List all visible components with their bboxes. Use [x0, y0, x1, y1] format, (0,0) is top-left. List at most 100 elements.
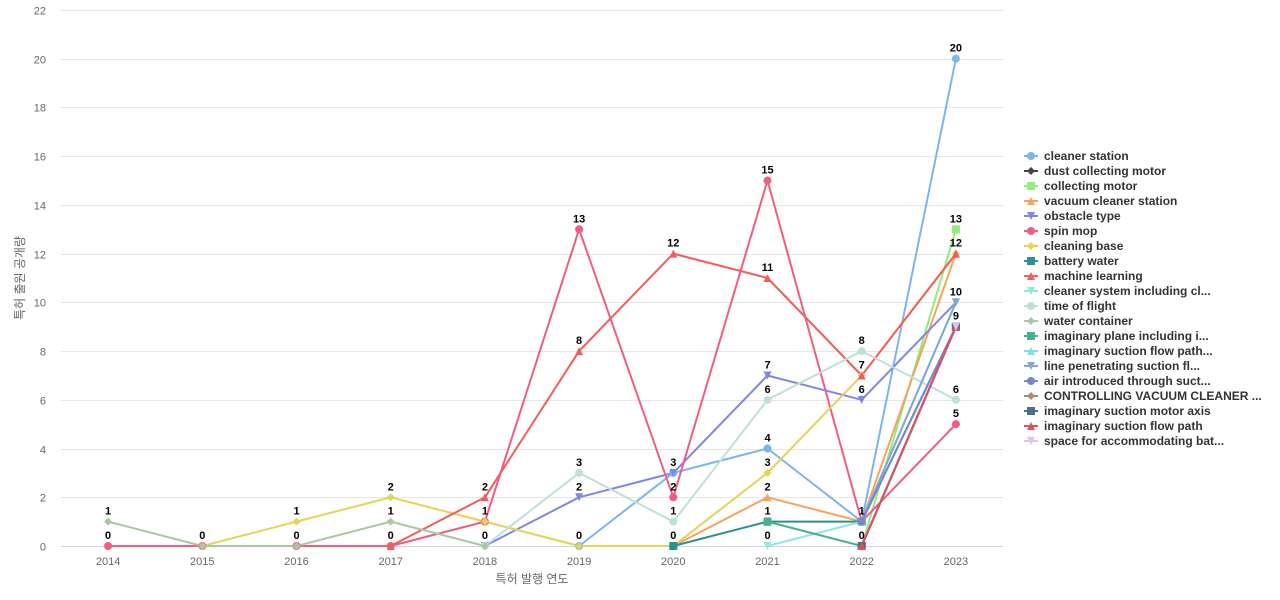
- legend-label: cleaning base: [1044, 239, 1124, 253]
- data-label: 0: [576, 530, 582, 542]
- legend-item[interactable]: imaginary suction motor axis: [1024, 404, 1211, 418]
- y-tick-label: 16: [34, 152, 46, 164]
- series-marker: [857, 371, 866, 380]
- series-marker: [292, 517, 301, 526]
- legend-label: cleaner system including cl...: [1044, 284, 1211, 298]
- y-tick-label: 8: [40, 347, 46, 359]
- legend-item[interactable]: time of flight: [1024, 299, 1116, 313]
- legend-item[interactable]: spin mop: [1024, 224, 1097, 238]
- legend-marker: [1027, 437, 1035, 445]
- series-line: [484, 301, 957, 547]
- legend-label: imaginary plane including i...: [1044, 329, 1209, 343]
- legend-label: obstacle type: [1044, 209, 1121, 223]
- legend-marker: [1027, 407, 1035, 415]
- y-tick-label: 0: [40, 542, 46, 554]
- x-tick-label: 2020: [661, 556, 685, 568]
- data-label: 0: [670, 530, 676, 542]
- y-tick-label: 12: [34, 250, 46, 262]
- series-marker: [951, 249, 960, 258]
- x-tick-label: 2022: [849, 556, 873, 568]
- series-marker: [104, 517, 113, 526]
- series-marker: [763, 517, 772, 526]
- data-label: 15: [761, 165, 773, 177]
- legend-label: spin mop: [1044, 224, 1097, 238]
- legend-item[interactable]: machine learning: [1024, 269, 1143, 283]
- legend-marker: [1027, 317, 1035, 325]
- data-label: 1: [293, 506, 299, 518]
- series-marker: [857, 542, 866, 550]
- data-label: 0: [859, 530, 865, 542]
- series-marker: [669, 468, 678, 477]
- x-tick-label: 2019: [567, 556, 591, 568]
- data-label: 3: [764, 457, 770, 469]
- legend-marker: [1027, 287, 1035, 295]
- data-label: 10: [950, 286, 962, 298]
- series-markers: [104, 54, 960, 550]
- series-line: [860, 326, 957, 547]
- series-marker: [480, 517, 489, 526]
- data-label: 1: [670, 506, 676, 518]
- series-marker: [857, 517, 866, 526]
- data-label: 13: [950, 213, 962, 225]
- legend-item[interactable]: battery water: [1024, 254, 1119, 268]
- legend-label: collecting motor: [1044, 179, 1138, 193]
- legend-marker: [1027, 332, 1035, 340]
- data-label: 11: [762, 262, 774, 274]
- data-label: 2: [388, 481, 394, 493]
- legend-item[interactable]: vacuum cleaner station: [1024, 194, 1177, 208]
- legend-item[interactable]: cleaning base: [1024, 239, 1124, 253]
- series-marker: [575, 493, 584, 502]
- series-marker: [480, 493, 489, 502]
- legend-item[interactable]: imaginary suction flow path...: [1024, 344, 1213, 358]
- legend-item[interactable]: cleaner system including cl...: [1024, 284, 1211, 298]
- data-label: 13: [573, 213, 585, 225]
- y-axis-title: 특허 출원 공개량: [13, 236, 27, 320]
- legend-label: water container: [1043, 314, 1133, 328]
- series-marker: [857, 395, 866, 404]
- x-tick-label: 2021: [755, 556, 779, 568]
- series-marker: [104, 542, 113, 550]
- series-line: [108, 179, 957, 547]
- legend-marker: [1027, 167, 1035, 175]
- data-label: 2: [670, 481, 676, 493]
- legend-marker: [1027, 302, 1035, 310]
- data-label: 0: [105, 530, 111, 542]
- y-tick-label: 14: [34, 201, 46, 213]
- legend-marker: [1027, 377, 1035, 385]
- x-tick-label: 2023: [944, 556, 968, 568]
- series-marker: [951, 322, 960, 331]
- y-tick-label: 20: [34, 55, 46, 67]
- legend-label: imaginary suction motor axis: [1044, 404, 1211, 418]
- series-line: [672, 253, 957, 547]
- series-marker: [763, 371, 772, 380]
- legend-item[interactable]: line penetrating suction fl...: [1024, 359, 1200, 373]
- data-labels: 10 01021021013832012321015117643210876102…: [105, 43, 962, 542]
- series-marker: [198, 542, 207, 550]
- legend-item[interactable]: imaginary suction flow path: [1024, 419, 1203, 433]
- legend-marker: [1027, 347, 1035, 355]
- legend-item[interactable]: water container: [1024, 314, 1133, 328]
- data-label: 1: [764, 506, 770, 518]
- legend-item[interactable]: collecting motor: [1024, 179, 1138, 193]
- legend-marker: [1027, 242, 1035, 250]
- legend-item[interactable]: air introduced through suct...: [1024, 374, 1211, 388]
- legend-label: machine learning: [1044, 269, 1143, 283]
- legend-marker: [1027, 362, 1035, 370]
- legend-item[interactable]: CONTROLLING VACUUM CLEANER ...: [1024, 389, 1262, 403]
- data-label: 2: [576, 481, 582, 493]
- series-marker: [763, 176, 772, 185]
- data-label: 8: [576, 335, 582, 347]
- legend-item[interactable]: cleaner station: [1024, 149, 1129, 163]
- y-tick-label: 6: [40, 396, 46, 408]
- legend-label: vacuum cleaner station: [1044, 194, 1177, 208]
- data-label: 6: [953, 384, 959, 396]
- legend-item[interactable]: obstacle type: [1024, 209, 1121, 223]
- legend-item[interactable]: dust collecting motor: [1024, 164, 1166, 178]
- data-label: 6: [764, 384, 770, 396]
- legend-item[interactable]: space for accommodating bat...: [1024, 434, 1224, 448]
- legend-label: space for accommodating bat...: [1044, 434, 1224, 448]
- series-line: [484, 350, 957, 547]
- series-marker: [763, 274, 772, 282]
- series-marker: [386, 517, 395, 526]
- legend-item[interactable]: imaginary plane including i...: [1024, 329, 1209, 343]
